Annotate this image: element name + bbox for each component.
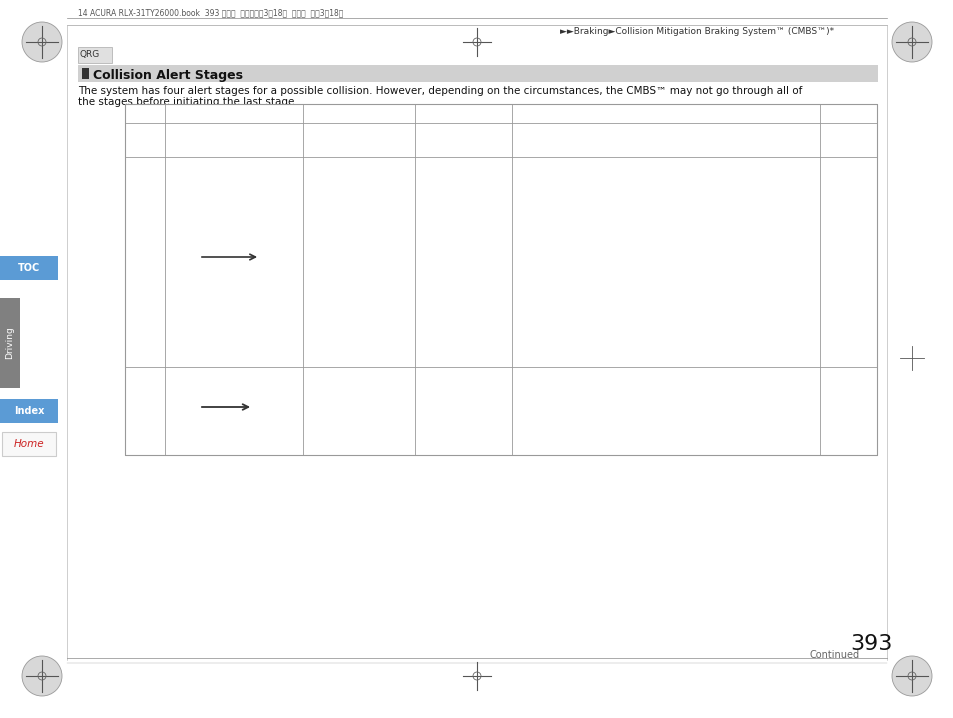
Text: —: — xyxy=(456,404,469,417)
Text: •: • xyxy=(516,282,521,292)
Text: Normal: Normal xyxy=(553,292,589,301)
Text: ⧨ List of customizable options: ⧨ List of customizable options xyxy=(516,207,650,216)
Text: Your: Your xyxy=(172,396,190,405)
Bar xyxy=(125,157,876,367)
Text: CMBS™: CMBS™ xyxy=(568,107,611,117)
Text: Collision Alert Stages: Collision Alert Stages xyxy=(92,69,243,82)
Text: provided.: provided. xyxy=(523,320,566,330)
Text: distance. When: distance. When xyxy=(588,292,661,301)
Text: Driving: Driving xyxy=(6,327,14,360)
Text: E-pretensioner: E-pretensioner xyxy=(427,133,498,143)
Text: When your setting is:: When your setting is: xyxy=(516,229,612,238)
Text: the: the xyxy=(523,302,541,310)
Text: P. 105   P. 271: P. 105 P. 271 xyxy=(527,217,590,226)
Text: Audible & Visual WARNINGS: Audible & Visual WARNINGS xyxy=(583,133,747,143)
Text: Distance between vehicles: Distance between vehicles xyxy=(144,127,284,137)
Text: Long: Long xyxy=(172,246,192,255)
Bar xyxy=(125,367,876,455)
Text: There is a risk of a
collision with the
vehicle ahead of
you.: There is a risk of a collision with the … xyxy=(307,375,396,420)
Bar xyxy=(125,123,876,157)
Text: Long: Long xyxy=(523,241,548,251)
Text: : Visual alerts flash twice: : Visual alerts flash twice xyxy=(559,282,673,292)
Text: the stages before initiating the last stage.: the stages before initiating the last st… xyxy=(78,97,297,107)
Text: distance. When the: distance. When the xyxy=(545,251,639,260)
Circle shape xyxy=(891,22,931,62)
Bar xyxy=(0,399,58,423)
Circle shape xyxy=(22,656,62,696)
Text: Long: Long xyxy=(523,251,548,260)
Text: Index: Index xyxy=(13,406,44,416)
Text: TOC: TOC xyxy=(18,263,40,273)
Text: ►►Braking►Collision Mitigation Braking System™ (CMBS™)*: ►►Braking►Collision Mitigation Braking S… xyxy=(559,27,833,36)
Bar xyxy=(260,250,286,264)
Bar xyxy=(78,47,112,63)
Text: Braking: Braking xyxy=(829,133,866,143)
Bar xyxy=(255,402,275,412)
Text: QRG: QRG xyxy=(80,50,100,59)
Text: There is a risk of a
collision with the
vehicle ahead of
you.: There is a risk of a collision with the … xyxy=(307,165,396,210)
Bar xyxy=(172,400,199,414)
Text: Your Vehicle: Your Vehicle xyxy=(172,279,219,288)
Text: Short: Short xyxy=(516,195,543,203)
Bar xyxy=(2,432,56,456)
Text: Short: Short xyxy=(634,251,661,260)
Text: distance is reached, visual and: distance is reached, visual and xyxy=(523,261,663,269)
Text: Vehicle: Vehicle xyxy=(172,403,200,412)
Text: Stage
two: Stage two xyxy=(130,394,160,416)
Bar xyxy=(0,298,20,388)
Bar xyxy=(175,402,195,412)
Text: Home: Home xyxy=(13,439,44,449)
Bar xyxy=(82,68,89,79)
Text: : Visual alerts flash twice at: : Visual alerts flash twice at xyxy=(545,241,670,251)
Bar xyxy=(175,252,195,262)
Text: Short: Short xyxy=(523,334,552,342)
Text: Visual and audible alerts.: Visual and audible alerts. xyxy=(599,406,732,416)
Text: •: • xyxy=(516,241,521,251)
Text: —: — xyxy=(841,404,854,417)
Text: You can change the distance: You can change the distance xyxy=(516,165,645,174)
Text: audible alerts are provided.: audible alerts are provided. xyxy=(523,270,649,279)
Text: Vehicle: Vehicle xyxy=(260,237,287,246)
Bar xyxy=(263,252,283,262)
Text: are provided immediately.: are provided immediately. xyxy=(523,343,642,352)
Text: •: • xyxy=(516,334,521,344)
Text: Normal: Normal xyxy=(618,185,654,194)
Text: Short: Short xyxy=(540,302,568,310)
Text: distance is reached,: distance is reached, xyxy=(566,302,660,310)
Text: The system has four alert stages for a possible collision. However, depending on: The system has four alert stages for a p… xyxy=(78,86,801,96)
Bar xyxy=(78,65,877,82)
Text: Stage
one: Stage one xyxy=(130,243,160,265)
Text: Short: Short xyxy=(196,246,217,255)
Text: at the: at the xyxy=(523,292,554,301)
Bar xyxy=(125,104,876,455)
Text: /: / xyxy=(651,185,655,194)
Text: Long: Long xyxy=(592,185,616,194)
Bar xyxy=(0,256,58,280)
Text: Normal: Normal xyxy=(523,282,560,292)
Text: alerts will display (: alerts will display ( xyxy=(516,185,600,194)
Text: between vehicles at which visual: between vehicles at which visual xyxy=(516,174,665,184)
Text: ).: ). xyxy=(542,195,549,203)
Bar xyxy=(253,400,278,414)
Bar xyxy=(172,250,199,264)
Text: 14 ACURA RLX-31TY26000.book  393 ページ  ２０１３年3月18日  月曜日  午後3時18分: 14 ACURA RLX-31TY26000.book 393 ページ ２０１３… xyxy=(78,8,343,17)
Circle shape xyxy=(891,656,931,696)
Text: The radar sensor
detects a vehicle: The radar sensor detects a vehicle xyxy=(307,126,390,148)
Text: visual and audible alerts are: visual and audible alerts are xyxy=(523,311,652,320)
Text: Normal: Normal xyxy=(183,237,211,246)
Text: Ahead: Ahead xyxy=(257,403,282,412)
Text: /: / xyxy=(613,185,616,194)
Circle shape xyxy=(22,22,62,62)
Text: Vehicle: Vehicle xyxy=(257,396,285,405)
Bar xyxy=(125,104,303,123)
Text: Continued: Continued xyxy=(809,650,860,660)
Text: —: — xyxy=(456,256,469,269)
Bar xyxy=(303,104,876,123)
Text: 393: 393 xyxy=(849,634,891,654)
Text: Ahead: Ahead xyxy=(260,245,284,254)
Text: —: — xyxy=(841,256,854,269)
Text: : Visual and audible alerts: : Visual and audible alerts xyxy=(550,334,667,342)
